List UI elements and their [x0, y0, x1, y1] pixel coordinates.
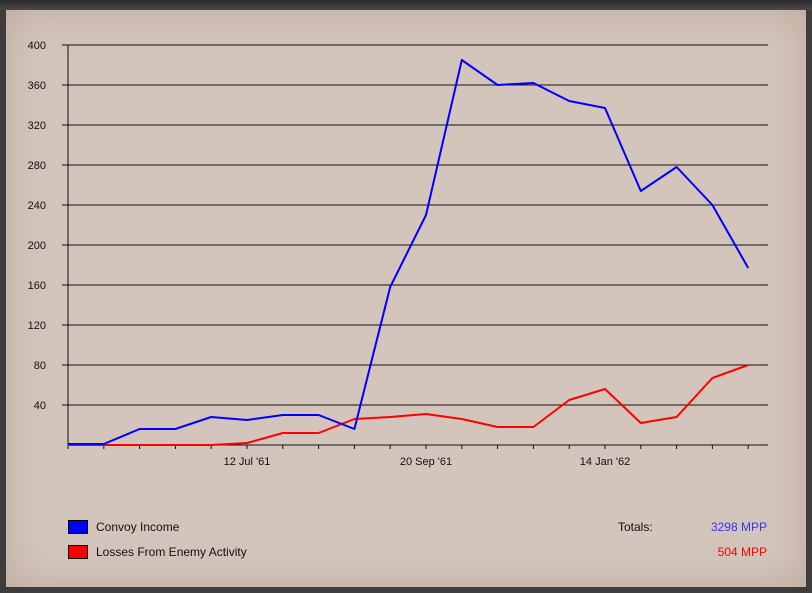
legend-swatch-losses	[68, 545, 88, 559]
y-tick-label: 360	[28, 80, 46, 92]
y-tick-label: 400	[28, 40, 46, 52]
x-tick-label: 14 Jan '62	[580, 456, 630, 468]
y-tick-label: 160	[28, 280, 46, 292]
legend-item-losses: Losses From Enemy Activity	[68, 545, 247, 559]
legend-label-losses: Losses From Enemy Activity	[96, 545, 247, 559]
totals-label: Totals:	[618, 520, 653, 534]
legend-label-income: Convoy Income	[96, 520, 180, 534]
series-line-convoy-income	[68, 59, 750, 445]
x-tick-label: 20 Sep '61	[400, 456, 452, 468]
y-tick-label: 200	[28, 240, 46, 252]
y-tick-label: 40	[34, 400, 46, 412]
y-tick-label: 240	[28, 200, 46, 212]
total-income-value: 3298 MPP	[710, 520, 767, 534]
series-line-losses	[68, 364, 749, 446]
legend-swatch-income	[68, 520, 88, 534]
y-tick-label: 120	[28, 320, 46, 332]
total-losses-value: 504 MPP	[717, 545, 767, 559]
legend-item-income: Convoy Income	[68, 520, 179, 534]
x-tick-label: 12 Jul '61	[224, 456, 271, 468]
window-frame	[0, 0, 812, 10]
y-tick-label: 320	[28, 120, 46, 132]
chart-panel	[6, 10, 806, 587]
y-tick-label: 80	[34, 360, 46, 372]
y-tick-label: 280	[28, 160, 46, 172]
